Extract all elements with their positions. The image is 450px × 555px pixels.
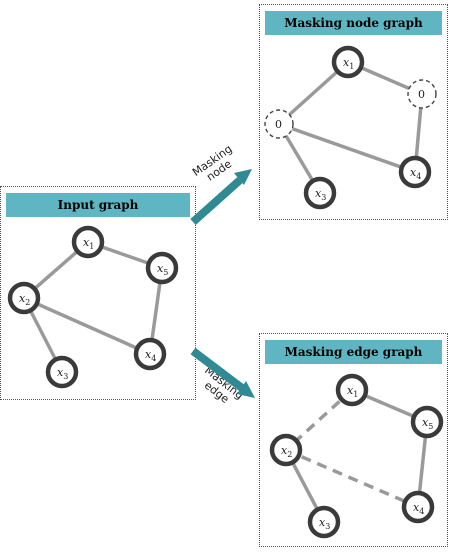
masking-edge-title: Masking edge graph [265,340,442,364]
masking-node-graph: x1 0 0 x3 x4 [264,45,437,210]
svg-text:x1: x1 [83,236,94,251]
masked-edge-x2-x4 [285,448,419,509]
graph-node: x2 [7,281,41,315]
node-var: x [319,516,326,529]
masked-node: 0 [264,109,294,139]
svg-text:x2: x2 [281,444,292,459]
graph-node: x3 [45,355,79,389]
node-sub: 1 [353,390,358,399]
graph-node: x5 [145,251,179,285]
svg-text:0: 0 [418,88,425,101]
graph-node: x4 [398,155,432,189]
node-var: x [410,166,417,179]
node-var: x [343,56,350,69]
graph-node: x1 [331,45,365,79]
svg-text:x5: x5 [157,262,168,277]
node-var: x [347,384,354,397]
node-var: x [19,292,26,305]
graph-node: x1 [71,225,105,259]
node-var: 0 [275,118,282,131]
masked-node: 0 [407,79,437,109]
edge-0-x4 [278,122,416,174]
node-var: x [413,501,420,514]
node-sub: 5 [163,268,168,277]
svg-text:x2: x2 [19,292,30,307]
node-var: 0 [418,88,425,101]
masking-node-title: Masking node graph [265,11,442,35]
masking-node-arrow [190,169,252,225]
graph-node: x3 [307,505,341,539]
svg-text:x1: x1 [347,384,358,399]
node-sub: 5 [428,422,433,431]
edge-x2-x4 [23,296,151,356]
node-sub: 2 [25,298,30,307]
node-var: x [145,348,152,361]
graph-node: x4 [401,490,435,524]
masking-edge-graph: x1 x2 x3 x4 x5 [269,373,444,539]
node-var: x [157,262,164,275]
svg-text:x3: x3 [315,187,326,202]
node-var: x [422,416,429,429]
node-var: x [315,187,322,200]
svg-text:x4: x4 [145,348,156,363]
node-sub: 3 [321,193,326,202]
input-graph: x1 x2 x3 x4 x5 [7,225,179,389]
node-sub: 1 [349,62,354,71]
graph-node: x4 [133,337,167,371]
svg-text:x5: x5 [422,416,433,431]
node-var: x [83,236,90,249]
svg-text:x3: x3 [319,516,330,531]
node-sub: 1 [89,242,94,251]
masking-edge-panel: Masking edge graph [259,333,448,547]
node-sub: 4 [151,354,156,363]
node-sub: 3 [325,522,330,531]
graph-node: x1 [335,373,369,407]
input-graph-title: Input graph [6,193,190,217]
node-sub: 4 [416,172,421,181]
graph-node: x3 [303,176,337,210]
svg-text:x4: x4 [410,166,421,181]
svg-text:x3: x3 [57,366,68,381]
node-sub: 3 [63,372,68,381]
node-sub: 2 [287,450,292,459]
graph-node: x2 [269,433,303,467]
node-var: x [57,366,64,379]
masking-edge-arrow [190,347,255,398]
node-sub: 4 [419,507,424,516]
graph-node: x5 [410,405,444,439]
node-var: x [281,444,288,457]
svg-text:0: 0 [275,118,282,131]
svg-text:x1: x1 [343,56,354,71]
svg-text:x4: x4 [413,501,424,516]
